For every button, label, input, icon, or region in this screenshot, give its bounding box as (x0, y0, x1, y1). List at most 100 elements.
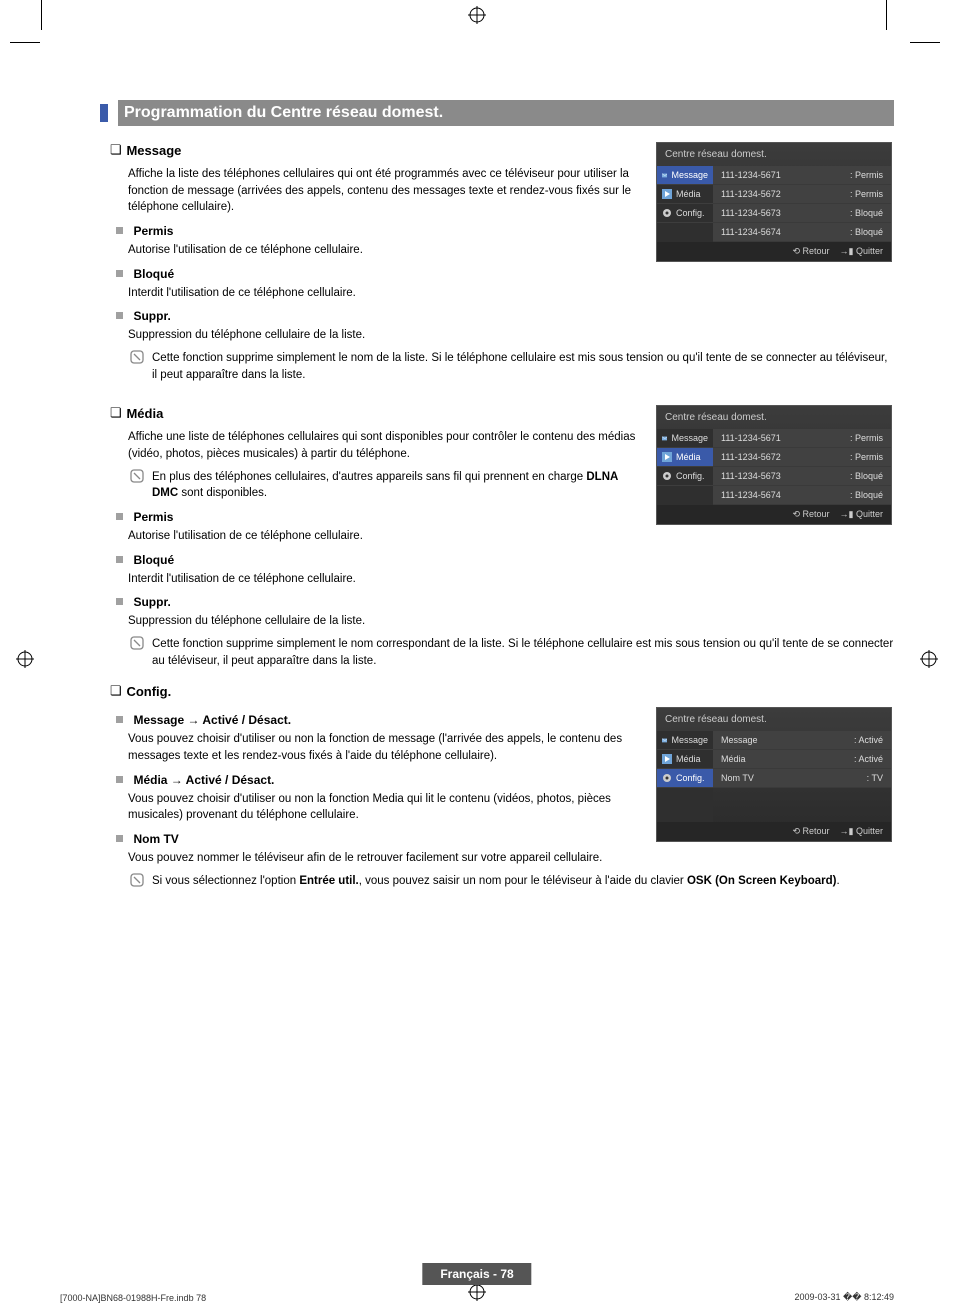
screenshot-media: Centre réseau domest. Message Média (656, 405, 892, 525)
note: Cette fonction supprime simplement le no… (152, 636, 894, 669)
subtopic-title: Suppr. (133, 595, 170, 609)
side-item-media[interactable]: Média (657, 448, 713, 467)
subtopic-suppr: Suppr. (116, 593, 644, 611)
subtopic-permis: Permis (116, 508, 644, 526)
gray-square-icon (116, 598, 123, 605)
subtopic-title: Média → Activé / Désact. (133, 773, 274, 787)
list-row[interactable]: 111-1234-5674: Bloqué (713, 223, 891, 242)
list-row[interactable]: 111-1234-5672: Permis (713, 185, 891, 204)
shot-list: 111-1234-5671: Permis 111-1234-5672: Per… (713, 166, 891, 242)
side-item-config[interactable]: Config. (657, 204, 713, 223)
topic-message: ❏ Message (110, 142, 644, 160)
row-num: 111-1234-5673 (721, 208, 781, 218)
subtopic-bloque: Bloqué (116, 551, 644, 569)
subtopic-desc: Vous pouvez nommer le téléviseur afin de… (128, 850, 644, 867)
list-row[interactable]: Message: Activé (713, 731, 891, 750)
return-label: Retour (803, 826, 830, 836)
note: Cette fonction supprime simplement le no… (152, 350, 894, 383)
row-key: Média (721, 754, 746, 764)
subtopic-permis: Permis (116, 222, 644, 240)
subtopic-message-toggle: Message → Activé / Désact. (116, 711, 644, 729)
row-status: : Bloqué (850, 227, 883, 237)
shot-header: Centre réseau domest. (657, 708, 891, 731)
subtopic-title: Permis (133, 510, 173, 524)
note-pre: Si vous sélectionnez l'option (152, 875, 299, 887)
note-text: Cette fonction supprime simplement le no… (152, 638, 893, 667)
topic-media: ❏ Média (110, 405, 644, 423)
screenshot-message: Centre réseau domest. Message Média (656, 142, 892, 262)
shot-header: Centre réseau domest. (657, 406, 891, 429)
shot-footer: ⟲ Retour →▮ Quitter (657, 242, 891, 261)
shot-list: 111-1234-5671: Permis 111-1234-5672: Per… (713, 429, 891, 505)
footer-file: [7000-NA]BN68-01988H-Fre.indb 78 (60, 1293, 206, 1303)
side-item-media[interactable]: Média (657, 185, 713, 204)
subtopic-desc: Suppression du téléphone cellulaire de l… (128, 613, 644, 630)
crop-mark (41, 0, 42, 30)
note-post: . (837, 875, 840, 887)
envelope-icon (662, 170, 667, 180)
gray-square-icon (116, 776, 123, 783)
subtopic-desc: Autorise l'utilisation de ce téléphone c… (128, 528, 644, 545)
list-row[interactable]: 111-1234-5671: Permis (713, 429, 891, 448)
page-number: Français - 78 (422, 1263, 531, 1285)
note-icon (130, 636, 144, 650)
gear-icon (662, 773, 672, 783)
shot-footer: ⟲ Retour →▮ Quitter (657, 505, 891, 524)
subtopic-media-toggle: Média → Activé / Désact. (116, 771, 644, 789)
row-num: 111-1234-5674 (721, 490, 781, 500)
side-label: Config. (676, 208, 705, 218)
registration-mark-icon (920, 650, 938, 668)
list-row[interactable]: Nom TV: TV (713, 769, 891, 788)
side-item-message[interactable]: Message (657, 429, 713, 448)
crop-mark (10, 42, 40, 43)
topic-desc: Affiche une liste de téléphones cellulai… (128, 429, 644, 462)
registration-mark-icon (468, 6, 486, 24)
gear-icon (662, 471, 672, 481)
list-row[interactable]: 111-1234-5671: Permis (713, 166, 891, 185)
subtopic-nom-tv: Nom TV (116, 830, 644, 848)
side-item-message[interactable]: Message (657, 166, 713, 185)
gray-square-icon (116, 835, 123, 842)
row-status: : Permis (850, 189, 883, 199)
exit-icon: →▮ Quitter (840, 246, 883, 257)
note-bold: OSK (On Screen Keyboard) (687, 875, 837, 887)
note-pre: En plus des téléphones cellulaires, d'au… (152, 471, 586, 483)
shot-footer: ⟲ Retour →▮ Quitter (657, 822, 891, 841)
topic-config: ❏ Config. (110, 683, 894, 701)
media-icon (662, 754, 672, 764)
side-label: Config. (676, 773, 705, 783)
list-row[interactable]: 111-1234-5673 : Bloqué (713, 467, 891, 486)
return-label: Retour (803, 246, 830, 256)
list-row[interactable]: 111-1234-5672: Permis (713, 448, 891, 467)
list-row[interactable]: Média: Activé (713, 750, 891, 769)
list-row[interactable]: 111-1234-5673: Bloqué (713, 204, 891, 223)
subtopic-title: Bloqué (133, 553, 174, 567)
subtopic-title: Nom TV (133, 832, 178, 846)
footer-date: 2009-03-31 �� 8:12:49 (794, 1292, 894, 1303)
gray-square-icon (116, 556, 123, 563)
row-val: : Activé (854, 735, 883, 745)
side-label: Média (676, 452, 701, 462)
side-item-message[interactable]: Message (657, 731, 713, 750)
side-item-config[interactable]: Config. (657, 769, 713, 788)
side-item-media[interactable]: Média (657, 750, 713, 769)
topic-desc: Affiche la liste des téléphones cellulai… (128, 166, 644, 216)
side-label: Message (671, 433, 708, 443)
square-bullet-icon: ❏ (110, 405, 122, 421)
topic-title: Média (126, 406, 163, 421)
note-post: sont disponibles. (178, 487, 267, 499)
row-status: : Bloqué (850, 490, 883, 500)
topic-title: Config. (126, 684, 171, 699)
exit-label: Quitter (856, 826, 883, 836)
list-row[interactable]: 111-1234-5674 : Bloqué (713, 486, 891, 505)
subtopic-title: Suppr. (133, 309, 170, 323)
envelope-icon (662, 433, 667, 443)
row-status: : Bloqué (850, 471, 883, 481)
row-num: 111-1234-5672 (721, 452, 781, 462)
subtopic-bloque: Bloqué (116, 265, 644, 283)
side-item-config[interactable]: Config. (657, 467, 713, 486)
subtopic-desc: Autorise l'utilisation de ce téléphone c… (128, 242, 644, 259)
row-num: 111-1234-5673 (721, 471, 781, 481)
row-num: 111-1234-5671 (721, 170, 781, 180)
subtopic-desc: Vous pouvez choisir d'utiliser ou non la… (128, 791, 644, 824)
